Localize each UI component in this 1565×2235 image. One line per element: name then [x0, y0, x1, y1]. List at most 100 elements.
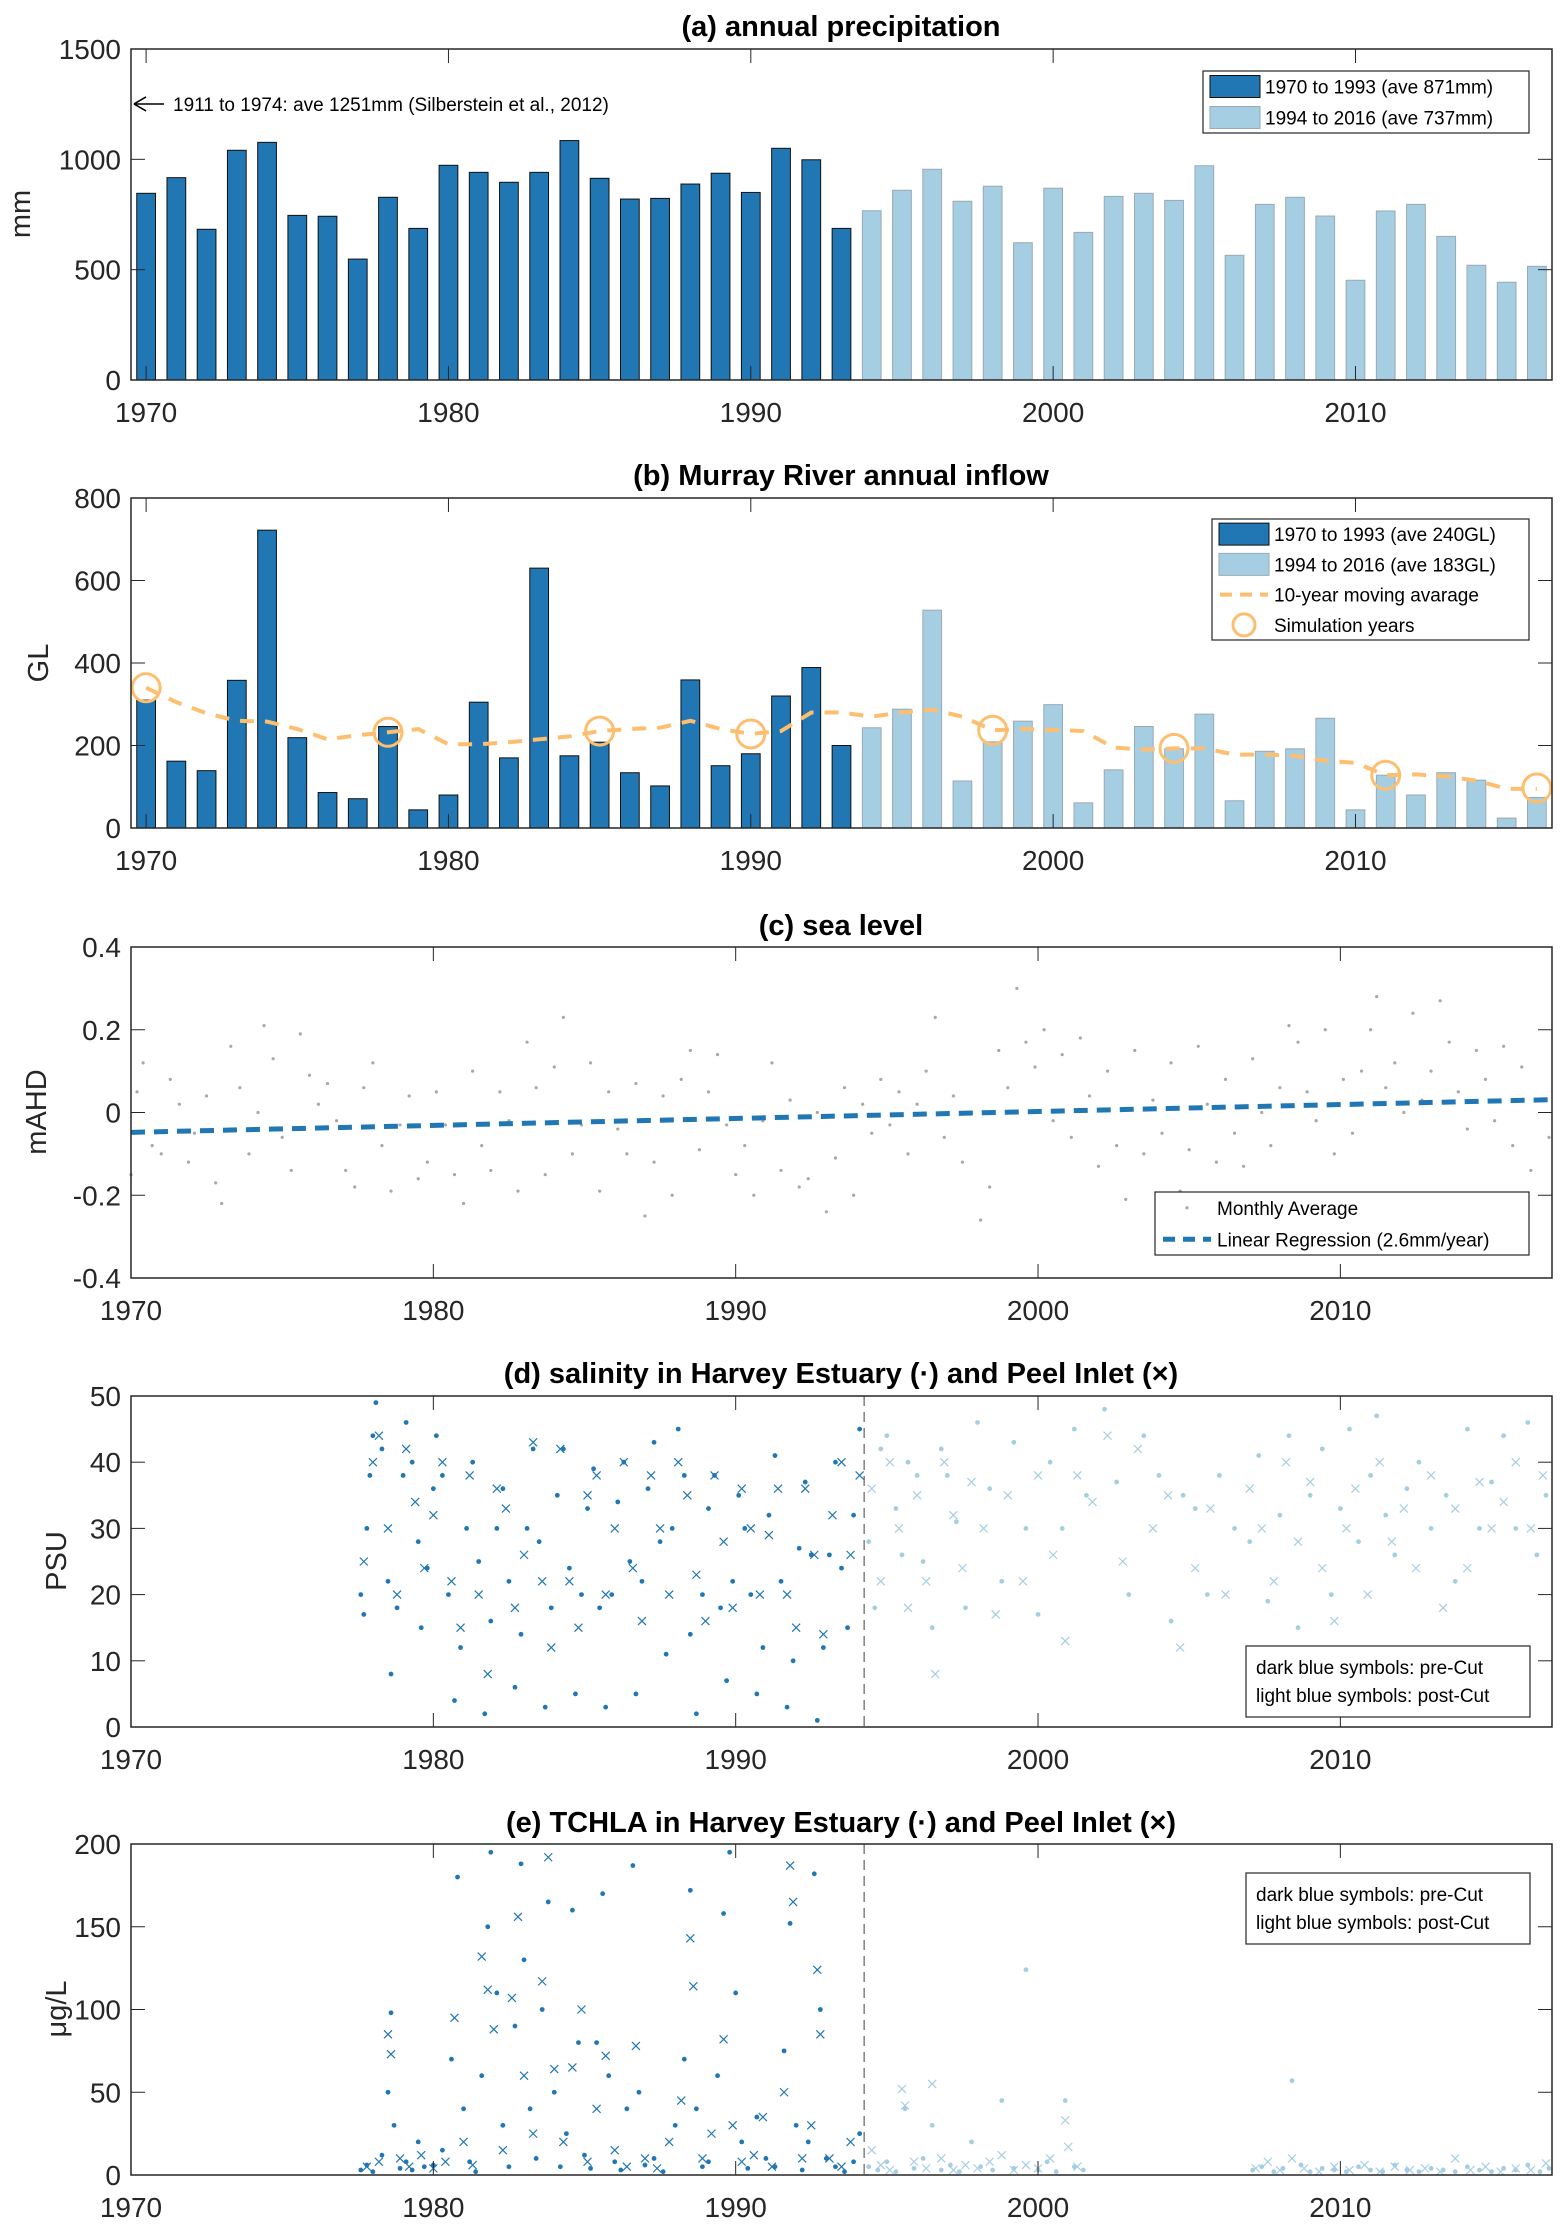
dot-point — [527, 2106, 533, 2112]
dot-point — [718, 1605, 723, 1611]
cross-point — [1405, 2165, 1415, 2175]
cross-point — [1003, 1490, 1013, 1500]
dot-point — [884, 2159, 890, 2165]
dot-point — [766, 1512, 772, 1518]
legend-text: light blue symbols: post-Cut — [1256, 1686, 1490, 1707]
dot-point — [1124, 1197, 1128, 1201]
cross-point — [468, 2160, 478, 2170]
dot-point — [957, 2169, 962, 2175]
dot-point — [1260, 1110, 1264, 1115]
dot-point — [1042, 1028, 1046, 1032]
dot-point — [1247, 1539, 1253, 1545]
y-tick-label: 40 — [90, 1447, 121, 1478]
cross-point — [465, 1471, 475, 1480]
bar-1973 — [226, 149, 247, 381]
bar-1993 — [831, 745, 852, 829]
cross-point — [894, 1523, 904, 1533]
dot-point — [817, 2007, 823, 2012]
dot-point — [1328, 1592, 1334, 1597]
cross-point — [991, 1610, 1001, 1619]
cross-point — [447, 1576, 456, 1586]
dot-point — [999, 2098, 1005, 2103]
cross-point — [701, 1616, 710, 1626]
x-tick-label: 1990 — [720, 397, 782, 428]
x-tick-label: 1990 — [705, 1744, 767, 1775]
dot-point — [518, 1631, 524, 1637]
dot-point — [1217, 1473, 1222, 1478]
cross-point — [1420, 2163, 1430, 2173]
dot-point — [1314, 1119, 1318, 1123]
dot-point — [518, 1861, 524, 1867]
panel-a-ylabel: mm — [5, 190, 37, 238]
cross-point — [809, 1550, 819, 1560]
dot-point — [389, 1189, 393, 1193]
cross-point — [824, 2154, 834, 2163]
y-tick-label: 30 — [90, 1513, 121, 1544]
bar-1976 — [317, 215, 338, 381]
dot-point — [639, 1578, 645, 1584]
cross-point — [456, 1623, 465, 1633]
cross-point — [1103, 1431, 1112, 1441]
legend-label: 10-year moving avarage — [1274, 586, 1479, 607]
bar-1984 — [559, 140, 580, 381]
cross-point — [697, 2154, 707, 2163]
axes-box — [130, 48, 1553, 381]
bar-1972 — [196, 770, 217, 829]
dot-point — [630, 1863, 636, 1868]
dot-point — [334, 1119, 339, 1123]
cross-point — [558, 2137, 568, 2147]
dot-point — [494, 1526, 500, 1531]
dot-point — [797, 1185, 801, 1189]
dot-point — [488, 1849, 494, 1855]
dot-point — [1547, 1135, 1551, 1139]
dot-point — [633, 1691, 639, 1697]
cross-point — [477, 1952, 487, 1961]
y-tick-label: 600 — [74, 566, 121, 597]
dot-point — [573, 1691, 578, 1697]
dot-point — [878, 1446, 884, 1452]
cross-point — [546, 1643, 556, 1652]
cross-point — [961, 2160, 970, 2170]
bar-2010 — [1345, 279, 1366, 381]
bar-1981 — [468, 701, 489, 829]
dot-point — [1169, 1061, 1173, 1065]
dot-point — [1323, 1028, 1327, 1032]
dot-point — [914, 1473, 920, 1478]
bar-1987 — [650, 785, 670, 829]
legend-box — [1245, 1645, 1531, 1718]
dot-point — [1035, 1612, 1041, 1617]
dot-point — [430, 1486, 436, 1492]
dot-point — [851, 1193, 856, 1197]
dot-point — [1513, 1526, 1519, 1531]
data-layer — [129, 986, 1553, 1222]
dot-point — [861, 1102, 865, 1106]
dot-point — [1341, 1077, 1345, 1081]
cross-point — [1287, 2154, 1297, 2163]
cross-point — [1088, 1497, 1097, 1507]
dot-point — [1080, 2167, 1086, 2173]
dot-point — [814, 1717, 820, 1723]
dot-point — [380, 1144, 384, 1148]
dot-point — [915, 1102, 919, 1106]
panel-c: 1970 1980 1990 2000 2010 -0.4 -0.2 0 0.2 0.4 Month… — [73, 932, 1553, 1326]
dot-point — [924, 1069, 928, 1073]
cross-point — [719, 1537, 729, 1547]
bar-1995 — [892, 708, 912, 829]
dot-point — [494, 1990, 500, 1996]
dot-point — [1356, 2164, 1361, 2170]
legend: 1970 to 1993 (ave 871mm) 1994 to 2016 (av… — [1202, 70, 1530, 134]
dot-point — [672, 2122, 678, 2128]
cross-point — [1465, 2165, 1475, 2175]
cross-point — [939, 1457, 949, 1467]
cross-point — [1511, 2163, 1521, 2173]
bar-2011 — [1375, 210, 1396, 381]
cross-point — [676, 2096, 686, 2105]
dot-point — [600, 1891, 606, 1897]
bar-1998 — [982, 741, 1003, 829]
cross-point — [1275, 2165, 1285, 2175]
cross-point — [1526, 1523, 1536, 1533]
dot-point — [1501, 1433, 1507, 1439]
cross-point — [997, 2150, 1007, 2160]
dot-point — [498, 1090, 502, 1094]
cross-point — [1063, 2142, 1073, 2152]
